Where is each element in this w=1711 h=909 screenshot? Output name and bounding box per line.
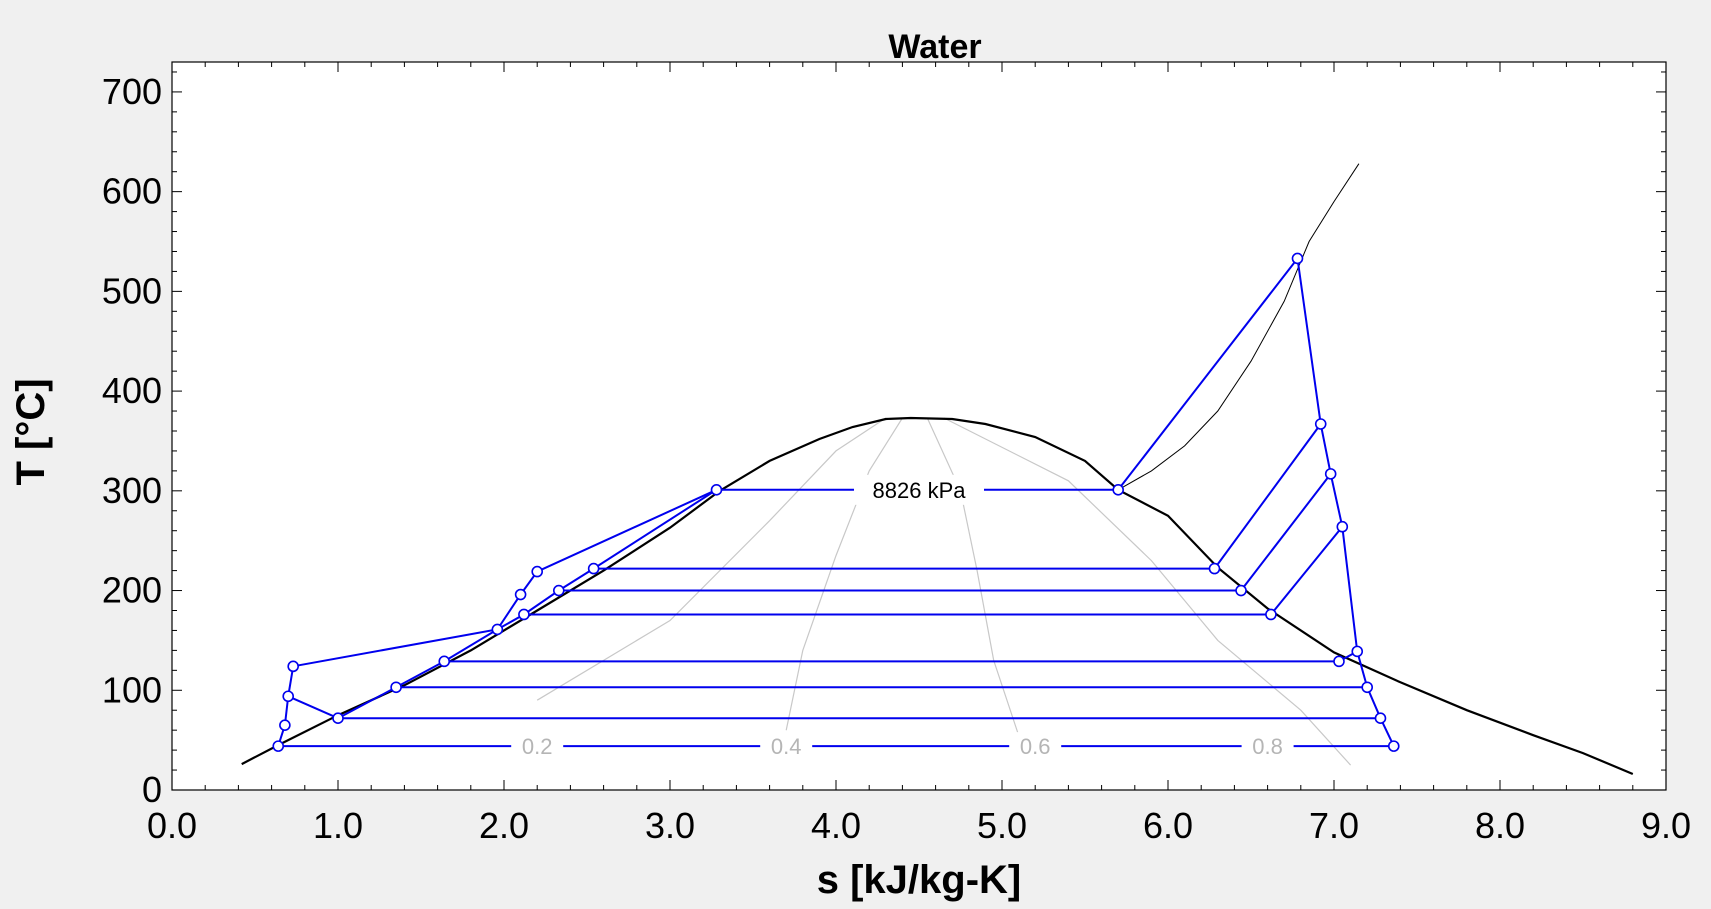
state-point-marker [282,690,295,703]
quality-label-bg [1009,732,1062,761]
cycle-segment [1240,473,1332,592]
x-tick-label: 0.0 [147,805,197,846]
x-tick-label: 1.0 [313,805,363,846]
state-point-marker [514,588,527,601]
state-point-marker [531,565,544,578]
x-axis-ticks: 0.0 1.0 2.0 3.0 4.0 5.0 6.0 7.0 8.0 9.0 [147,805,1691,846]
x-tick-label: 8.0 [1475,805,1525,846]
cycle-segment [1213,423,1322,570]
state-point-marker [1351,645,1364,658]
state-point-marker [1208,562,1221,575]
quality-lines [536,417,1352,766]
state-point-marker [518,608,530,621]
state-point-marker [272,740,285,752]
quality-line-0.4 [785,417,903,731]
x-tick-label: 4.0 [811,805,861,846]
isobar-pressure-label: 8826 kPa [873,478,967,503]
pressure-label-bg [854,474,984,505]
y-tick-label: 200 [102,570,162,611]
x-tick-label: 5.0 [977,805,1027,846]
state-point-marker [1314,418,1327,430]
x-tick-label: 3.0 [645,805,695,846]
state-point-marker [390,681,402,694]
y-tick-label: 0 [142,769,162,810]
y-axis-label: T [°C] [9,378,53,485]
cycle-segment [1356,651,1395,747]
quality-line-0.8 [943,417,1352,766]
state-point-marker [1291,252,1304,265]
y-tick-label: 600 [102,171,162,212]
y-tick-label: 100 [102,669,162,710]
quality-label-0.8: 0.8 [1252,734,1283,759]
state-point-marker [710,484,723,496]
quality-label-bg [760,732,813,761]
quality-label-0.4: 0.4 [771,734,802,759]
cycle-segment [337,488,718,720]
quality-line-0.2 [536,417,887,701]
isobar-layer [1117,163,1360,491]
state-point-marker [587,562,600,575]
state-point-marker [1361,681,1373,694]
minor-ticks [171,62,1667,791]
x-tick-label: 6.0 [1143,805,1193,846]
cycle-segment [287,695,339,720]
line-labels-layer: 0.2 0.4 0.6 0.8 8826 kPa [511,474,1294,761]
quality-label-0.2: 0.2 [522,734,553,759]
quality-line-0.6 [926,417,1020,736]
x-axis-label: s [kJ/kg-K] [817,858,1022,902]
y-axis-ticks: 0 100 200 300 400 500 600 700 [102,71,162,810]
chart-title: Water [888,28,981,66]
quality-label-bg [511,732,564,761]
state-point-marker [1112,484,1124,496]
state-point-marker [1265,608,1277,621]
state-point-marker [1333,655,1345,668]
state-point-marker [552,584,565,597]
y-tick-label: 500 [102,270,162,311]
quality-label-0.6: 0.6 [1020,734,1051,759]
state-point-marker [279,719,291,731]
cycle-layer [272,252,1400,752]
state-point-marker [1324,468,1337,480]
state-point-marker [438,655,451,668]
state-point-marker [1374,712,1387,724]
state-point-marker [287,660,299,673]
state-point-marker [1387,740,1400,752]
state-point-marker [332,712,344,724]
isobar-line [1117,163,1360,491]
saturation-dome-layer [241,416,1634,776]
quality-label-bg [1241,732,1294,761]
y-tick-label: 400 [102,370,162,411]
cycle-segment [1117,257,1299,491]
y-tick-label: 700 [102,71,162,112]
x-tick-label: 9.0 [1641,805,1691,846]
x-tick-label: 7.0 [1309,805,1359,846]
x-tick-label: 2.0 [479,805,529,846]
state-point-marker [1336,520,1349,533]
cycle-segment [1270,526,1344,616]
plot-area [171,61,1667,791]
state-point-marker [1235,584,1247,597]
y-tick-label: 300 [102,470,162,511]
state-point-marker [491,623,504,636]
saturation-dome-curve [241,416,1634,776]
